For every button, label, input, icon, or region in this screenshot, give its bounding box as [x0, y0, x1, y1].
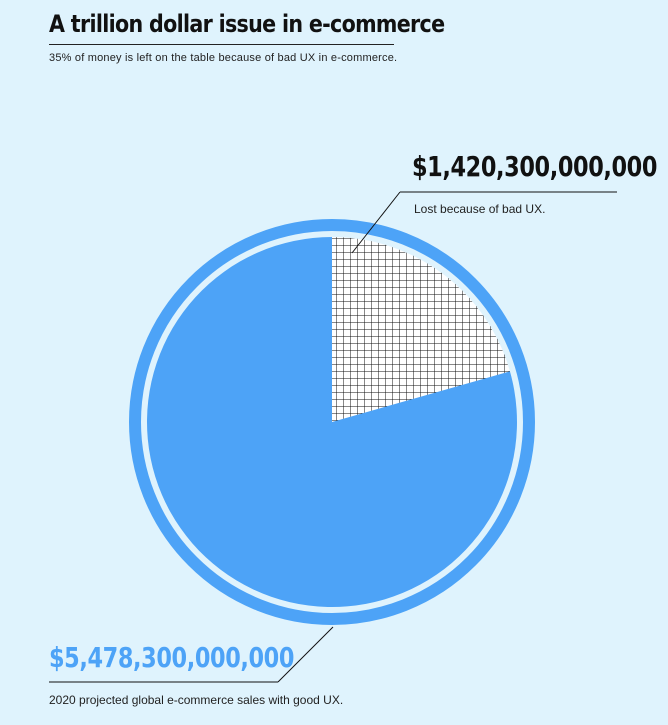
title-underline	[49, 44, 394, 45]
pie-slice-good-ux	[147, 237, 517, 607]
pie-slice-bad-ux	[332, 237, 510, 422]
chart-title: A trillion dollar issue in e-commerce	[49, 10, 445, 38]
pie-outer-ring	[129, 219, 535, 625]
good-value-label: $5,478,300,000,000	[49, 641, 295, 674]
leader-line-loss	[351, 191, 401, 254]
loss-caption: Lost because of bad UX.	[414, 202, 546, 216]
pie-slices	[147, 237, 517, 607]
leader-line-good	[277, 626, 334, 683]
chart-subtitle: 35% of money is left on the table becaus…	[49, 52, 398, 64]
loss-value-label: $1,420,300,000,000	[412, 150, 658, 183]
good-caption: 2020 projected global e-commerce sales w…	[49, 693, 344, 707]
